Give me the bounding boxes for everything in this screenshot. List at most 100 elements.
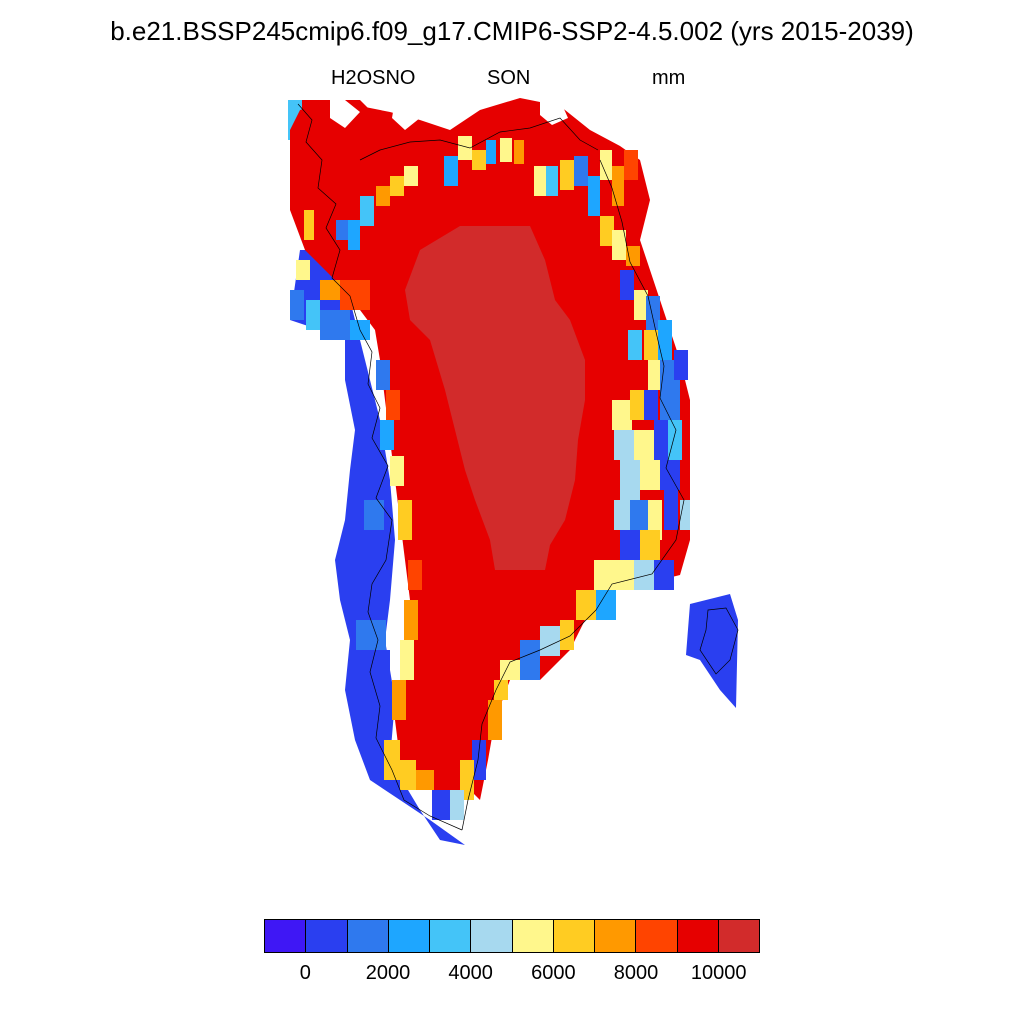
map-cell [574,156,588,186]
map-region [686,594,738,708]
map-cell [612,166,624,206]
map-cell [668,420,682,460]
map-cell [500,138,512,162]
colorbar-swatch [595,920,637,952]
map-cell [630,390,644,420]
map-cell [634,290,648,320]
map-cell [626,246,640,266]
map-cell [304,210,314,240]
map-cell [654,420,668,460]
map-region [330,100,360,128]
map-cell [520,640,540,680]
map-cell [450,790,464,820]
map-cell [364,500,384,530]
map-cell [620,460,640,500]
map-cell [644,330,658,360]
map-cell [290,290,304,320]
map-cell [392,680,406,720]
map-cell [336,220,348,240]
map-cell [370,650,390,670]
map-cell [390,176,404,196]
map-region [290,250,465,845]
map-cell [514,140,524,164]
colorbar-swatch [677,920,719,952]
map-region [405,226,585,570]
colorbar-tick-label: 4000 [448,962,493,984]
map-cell [444,156,458,186]
coastline-island [699,607,739,675]
colorbar-swatch [306,920,348,952]
map-cell [458,136,472,160]
map-cell [620,530,640,560]
colorbar-tick-label: 6000 [531,962,576,984]
map-cell [472,150,486,170]
map-cell [640,530,660,560]
map-cell [306,300,320,330]
map-cell [680,500,690,530]
map-cell [612,230,626,260]
units-label: mm [652,67,686,89]
map-cell [646,296,660,336]
colorbar-swatch [265,920,307,952]
map-cell [404,166,418,186]
map-cell [612,400,632,430]
map-cell [390,456,404,486]
season-label: SON [487,67,531,89]
map-region [392,100,420,130]
colorbar-swatch [430,920,472,952]
variable-label: H2OSNO [331,67,416,89]
map-cell [386,390,400,420]
map-cell [648,360,662,390]
map-cell [600,150,612,180]
map-cell [654,560,674,590]
map-cell [546,166,558,196]
map-cell [560,160,574,190]
map-cell [488,700,502,740]
map-cell [658,320,672,360]
map-cell [320,310,350,340]
map-cell [376,360,390,390]
map-cell [472,740,486,780]
map-cell [560,620,574,650]
map-cell [416,770,434,790]
colorbar-swatch [512,920,554,952]
map-cell [494,680,508,700]
colorbar-swatch [636,920,678,952]
map-cell [596,590,616,620]
colorbar-swatch [553,920,595,952]
map-cell [630,500,650,530]
map-cell [408,560,422,590]
map-cell [614,500,634,530]
map-region [290,100,380,210]
map-cell [356,620,386,650]
map-cell [576,590,596,620]
map-cell [376,186,390,206]
map-cell [360,196,374,226]
colorbar-tick-label: 8000 [613,962,659,984]
colorbar-swatch [718,920,759,952]
map-cell [340,280,370,310]
map-cell [398,500,412,540]
map-cells [288,98,738,845]
map-cell [624,150,638,180]
map-cell [644,390,658,420]
map-cell [296,260,310,280]
colorbar-tick-label: 10000 [690,962,747,984]
map-cell [674,350,688,380]
map-cell [660,380,680,420]
map-cell [614,560,634,590]
map-cell [620,270,634,300]
map-cell [400,760,416,790]
plot-title: b.e21.BSSP245cmip6.f09_g17.CMIP6-SSP2-4.… [110,16,914,46]
map-cell [594,560,614,590]
map-cell [540,626,560,656]
colorbar-swatch [388,920,430,952]
colorbar-swatch [471,920,513,952]
coastline-west [297,103,463,831]
map-cell [634,560,654,590]
map-cell [534,166,546,196]
map-cell [500,660,520,680]
colorbar-tick-label: 2000 [365,962,411,984]
map-cell [432,790,450,820]
colorbar-swatch [347,920,389,952]
